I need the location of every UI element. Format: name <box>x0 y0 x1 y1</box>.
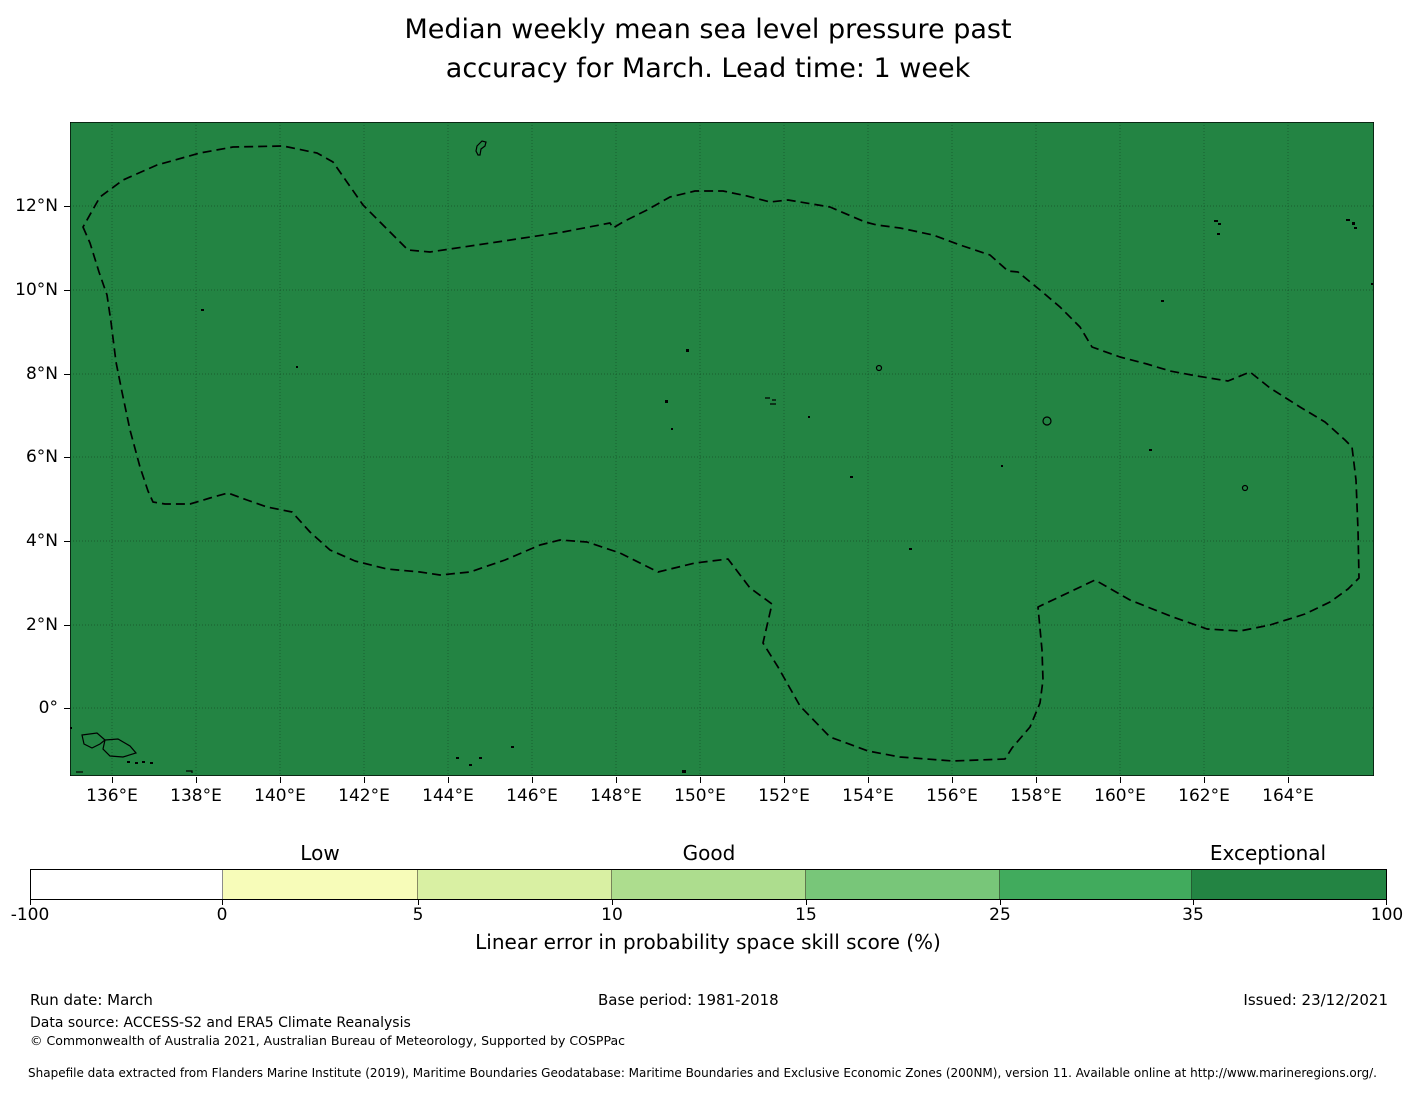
x-axis-tick <box>1036 777 1037 783</box>
map-canvas <box>70 122 1374 776</box>
x-axis-tick <box>616 777 617 783</box>
y-axis-tick <box>64 625 70 626</box>
y-tick-label: 2°N <box>25 615 58 635</box>
x-tick-label: 138°E <box>170 786 222 806</box>
x-tick-label: 162°E <box>1178 786 1230 806</box>
x-tick-label: 164°E <box>1262 786 1314 806</box>
x-axis-tick <box>1288 777 1289 783</box>
colorbar-segment <box>418 870 613 899</box>
y-axis-tick <box>64 708 70 709</box>
eez-boundary-path <box>82 145 1360 762</box>
shapefile-attribution-text: Shapefile data extracted from Flanders M… <box>28 1066 1377 1080</box>
colorbar-tick <box>806 900 807 905</box>
y-axis-tick <box>64 206 70 207</box>
colorbar-tick-label: 15 <box>795 905 817 925</box>
x-axis-tick <box>784 777 785 783</box>
colorbar-tick <box>222 900 223 905</box>
y-axis-tick <box>64 290 70 291</box>
colorbar-segment <box>612 870 806 899</box>
x-tick-label: 146°E <box>506 786 558 806</box>
map-background <box>70 122 1374 776</box>
colorbar-tick <box>1193 900 1194 905</box>
x-tick-label: 150°E <box>674 786 726 806</box>
data-source-text: Data source: ACCESS-S2 and ERA5 Climate … <box>30 1015 411 1031</box>
colorbar-tick <box>30 900 31 905</box>
copyright-text: © Commonwealth of Australia 2021, Austra… <box>30 1033 625 1048</box>
x-axis-tick <box>1120 777 1121 783</box>
graticule-gridlines <box>70 122 1374 776</box>
x-axis-tick <box>952 777 953 783</box>
colorbar-tick-label: 100 <box>1370 905 1404 925</box>
colorbar-tick-label: 0 <box>216 905 228 925</box>
issued-date-text: Issued: 23/12/2021 <box>1243 991 1388 1009</box>
colorbar-category-exceptional: Exceptional <box>1209 841 1327 865</box>
x-axis-tick <box>280 777 281 783</box>
colorbar-segment <box>999 870 1193 899</box>
x-tick-label: 144°E <box>422 786 474 806</box>
x-tick-label: 154°E <box>842 786 894 806</box>
colorbar-category-low: Low <box>300 841 340 865</box>
x-axis-tick <box>112 777 113 783</box>
x-tick-label: 156°E <box>926 786 978 806</box>
colorbar-segment <box>805 870 1000 899</box>
x-tick-label: 152°E <box>758 786 810 806</box>
y-axis-tick <box>64 374 70 375</box>
colorbar <box>30 869 1387 900</box>
colorbar-segment <box>31 870 223 899</box>
colorbar-segment <box>222 870 419 899</box>
x-tick-label: 148°E <box>590 786 642 806</box>
colorbar-tick <box>612 900 613 905</box>
colorbar-category-good: Good <box>682 841 736 865</box>
y-tick-label: 8°N <box>25 364 58 384</box>
island-outlines <box>76 140 1249 773</box>
colorbar-tick-label: 10 <box>601 905 623 925</box>
colorbar-tick-label: -100 <box>10 905 50 925</box>
x-axis-tick <box>868 777 869 783</box>
x-axis-tick <box>448 777 449 783</box>
colorbar-axis-label: Linear error in probability space skill … <box>475 930 941 954</box>
y-tick-label: 4°N <box>25 531 58 551</box>
y-tick-label: 10°N <box>15 280 58 300</box>
colorbar-tick <box>418 900 419 905</box>
colorbar-tick <box>1386 900 1387 905</box>
chart-title-line1: Median weekly mean sea level pressure pa… <box>404 14 1012 45</box>
colorbar-segment <box>1192 870 1387 899</box>
x-tick-label: 136°E <box>86 786 138 806</box>
colorbar-tick <box>1000 900 1001 905</box>
x-tick-label: 160°E <box>1094 786 1146 806</box>
x-tick-label: 140°E <box>254 786 306 806</box>
y-tick-label: 12°N <box>15 196 58 216</box>
y-tick-label: 6°N <box>25 447 58 467</box>
y-axis-tick <box>64 541 70 542</box>
run-date-text: Run date: March <box>30 991 153 1009</box>
x-axis-tick <box>1204 777 1205 783</box>
x-axis-tick <box>532 777 533 783</box>
x-axis-tick <box>700 777 701 783</box>
x-axis-tick <box>196 777 197 783</box>
x-tick-label: 158°E <box>1010 786 1062 806</box>
chart-title-line2: accuracy for March. Lead time: 1 week <box>445 53 971 84</box>
colorbar-tick-label: 5 <box>412 905 424 925</box>
x-tick-label: 142°E <box>338 786 390 806</box>
chart-title: Median weekly mean sea level pressure pa… <box>0 10 1416 88</box>
y-tick-label: 0° <box>38 698 58 718</box>
colorbar-tick-label: 25 <box>989 905 1011 925</box>
island-specks <box>70 219 1373 773</box>
colorbar-tick-label: 35 <box>1182 905 1204 925</box>
base-period-text: Base period: 1981-2018 <box>598 991 779 1009</box>
x-axis-tick <box>364 777 365 783</box>
y-axis-tick <box>64 457 70 458</box>
